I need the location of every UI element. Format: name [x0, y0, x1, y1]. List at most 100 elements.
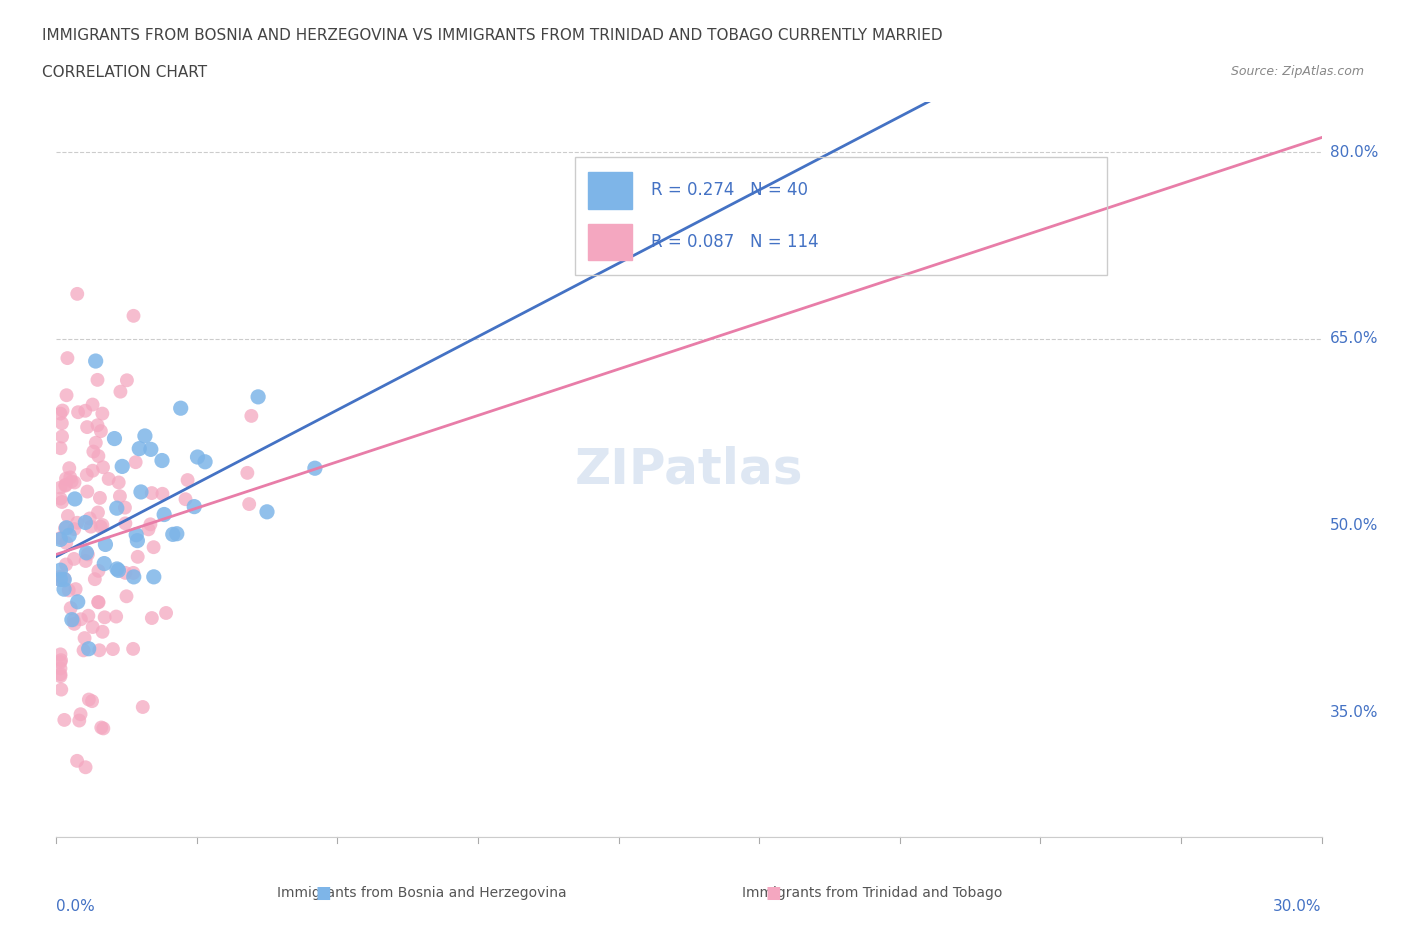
Point: [150, 453, 173, 468]
Point: [105, 500, 128, 515]
Point: [142, 569, 165, 584]
Point: [93, 556, 115, 571]
Point: [55, 536, 77, 551]
Point: [77, 692, 100, 707]
Point: [51, 403, 73, 418]
Bar: [588, 172, 633, 209]
Point: [82, 397, 104, 412]
Point: [114, 565, 136, 580]
Point: [91, 518, 114, 533]
Text: 50.0%: 50.0%: [1330, 518, 1378, 533]
Point: [139, 442, 162, 457]
Point: [75, 404, 97, 418]
Point: [49, 480, 72, 495]
Point: [87, 505, 110, 520]
Point: [63, 475, 86, 490]
Point: [93, 610, 115, 625]
Point: [97, 472, 120, 486]
Point: [110, 384, 132, 399]
Bar: [588, 223, 633, 260]
Point: [49, 653, 72, 668]
Point: [194, 455, 217, 470]
Point: [122, 565, 145, 580]
Point: [49, 669, 72, 684]
Point: [63, 522, 86, 537]
Point: [51, 682, 73, 697]
Point: [49, 667, 72, 682]
Point: [63, 551, 86, 566]
Point: [91, 624, 114, 639]
Point: [141, 485, 163, 500]
Point: [65, 581, 87, 596]
Point: [87, 564, 110, 578]
Text: R = 0.274   N = 40: R = 0.274 N = 40: [651, 181, 808, 199]
Point: [141, 611, 163, 626]
Point: [107, 475, 129, 490]
Text: Immigrants from Trinidad and Tobago: Immigrants from Trinidad and Tobago: [741, 885, 1002, 900]
Text: 80.0%: 80.0%: [1330, 144, 1378, 160]
Point: [127, 533, 149, 548]
Point: [67, 713, 90, 728]
Point: [49, 572, 72, 587]
Point: [122, 642, 145, 657]
Point: [89, 643, 111, 658]
Point: [70, 612, 93, 627]
Point: [256, 504, 278, 519]
Point: [66, 515, 89, 530]
Point: [53, 521, 76, 536]
Point: [58, 528, 80, 543]
Text: 30.0%: 30.0%: [1274, 899, 1322, 914]
Point: [60, 474, 83, 489]
Point: [76, 547, 98, 562]
Point: [55, 472, 77, 486]
Point: [91, 406, 114, 421]
Point: [176, 472, 198, 487]
Point: [128, 441, 150, 456]
Point: [53, 582, 76, 597]
Point: [138, 522, 160, 537]
Point: [76, 485, 98, 499]
Point: [238, 497, 260, 512]
Point: [49, 655, 72, 670]
Point: [56, 509, 79, 524]
Point: [56, 351, 79, 365]
Point: [55, 477, 77, 492]
Text: R = 0.087   N = 114: R = 0.087 N = 114: [651, 232, 818, 251]
Point: [90, 720, 112, 735]
Point: [66, 286, 89, 301]
Point: [62, 613, 84, 628]
Point: [80, 694, 103, 709]
Point: [82, 463, 104, 478]
Bar: [575, 157, 1107, 275]
Point: [49, 563, 72, 578]
Point: [53, 572, 76, 587]
Text: CORRELATION CHART: CORRELATION CHART: [42, 65, 207, 80]
Point: [122, 569, 145, 584]
Point: [101, 642, 124, 657]
Point: [91, 721, 114, 736]
Text: Immigrants from Bosnia and Herzegovina: Immigrants from Bosnia and Herzegovina: [277, 885, 567, 900]
Point: [84, 353, 107, 368]
Point: [51, 495, 73, 510]
Point: [155, 605, 177, 620]
Point: [49, 531, 72, 546]
Point: [63, 617, 86, 631]
Point: [84, 435, 107, 450]
Point: [183, 499, 205, 514]
Point: [162, 527, 184, 542]
Text: IMMIGRANTS FROM BOSNIA AND HERZEGOVINA VS IMMIGRANTS FROM TRINIDAD AND TOBAGO CU: IMMIGRANTS FROM BOSNIA AND HERZEGOVINA V…: [42, 28, 943, 43]
Point: [82, 619, 104, 634]
Text: ■: ■: [765, 884, 782, 902]
Point: [55, 520, 77, 535]
Text: 0.0%: 0.0%: [56, 899, 96, 914]
Point: [86, 418, 108, 432]
Point: [134, 429, 156, 444]
Point: [87, 448, 110, 463]
Point: [91, 459, 114, 474]
Point: [80, 519, 103, 534]
Point: [240, 408, 263, 423]
Point: [114, 500, 136, 515]
Point: [75, 515, 97, 530]
Point: [49, 406, 72, 421]
Text: ■: ■: [315, 884, 332, 902]
